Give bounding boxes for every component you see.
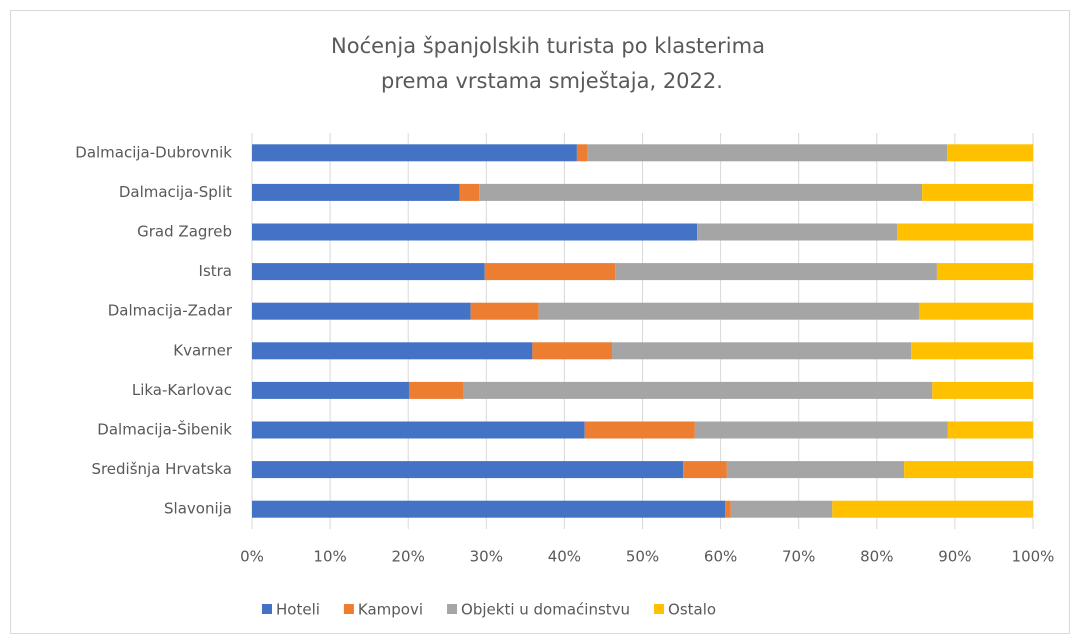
bar-segment [726,461,905,479]
x-tick-label: 70% [782,548,815,566]
x-tick-label: 0% [240,548,264,566]
y-tick-label: Kvarner [173,341,233,359]
y-tick-label: Dalmacija-Šibenik [97,420,232,439]
bar-segment [932,381,1033,399]
bar-segment [463,381,933,399]
y-tick-label: Dalmacija-Split [119,183,232,201]
legend-label: Hoteli [276,601,320,619]
x-tick-label: 30% [470,548,503,566]
bar-segment [470,302,539,320]
bar-segment [252,302,471,320]
legend-label: Kampovi [358,601,423,619]
bar-segment [408,381,464,399]
legend-swatch [447,604,458,614]
chart-title: prema vrstama smještaja, 2022. [381,69,723,93]
chart-title: Noćenja španjolskih turista po klasterim… [331,34,765,58]
bar-segment [697,223,898,241]
bar-segment [694,421,948,439]
bar-segment [612,342,912,360]
bar-segment [947,144,1033,162]
bar-segment [252,183,460,201]
legend-label: Objekti u domaćinstvu [461,601,630,619]
bar-segment [904,461,1033,479]
bar-segment [252,223,698,241]
bar-segment [683,461,727,479]
y-tick-label: Slavonija [164,500,232,518]
y-tick-label: Dalmacija-Zadar [108,302,233,320]
x-tick-label: 10% [313,548,346,566]
x-tick-label: 40% [548,548,581,566]
bar-segment [936,263,1033,281]
bar-segment [459,183,480,201]
bar-segment [725,500,731,518]
bar-segment [252,263,485,281]
bar-segment [947,421,1033,439]
x-tick-label: 20% [392,548,425,566]
bar-segment [584,421,695,439]
bar-segment [922,183,1033,201]
bar-segment [252,421,585,439]
x-tick-label: 60% [704,548,737,566]
x-tick-label: 90% [938,548,971,566]
legend-swatch [654,604,665,614]
bar-segment [832,500,1033,518]
bar-segment [587,144,948,162]
x-tick-label: 100% [1012,548,1055,566]
bar-segment [252,381,409,399]
bar-segment [532,342,613,360]
bar-segment [897,223,1033,241]
bar-segment [479,183,923,201]
bar-segment [730,500,833,518]
bar-segment [252,342,533,360]
bar-segment [918,302,1033,320]
y-tick-label: Grad Zagreb [137,223,232,241]
bar-segment [615,263,937,281]
bar-segment [538,302,919,320]
legend-swatch [262,604,272,614]
bar-segment [252,500,726,518]
x-tick-label: 80% [860,548,893,566]
y-tick-label: Dalmacija-Dubrovnik [75,143,232,161]
y-tick-label: Istra [199,262,232,280]
chart-border [10,10,1070,634]
y-tick-label: Središnja Hrvatska [91,460,232,478]
y-tick-label: Lika-Karlovac [132,381,232,399]
x-tick-label: 50% [626,548,659,566]
legend-label: Ostalo [668,601,716,619]
bar-segment [252,144,577,162]
legend-swatch [343,604,354,614]
bar-segment [576,144,588,162]
bar-segment [911,342,1033,360]
bar-segment [484,263,616,281]
bar-segment [252,461,684,479]
